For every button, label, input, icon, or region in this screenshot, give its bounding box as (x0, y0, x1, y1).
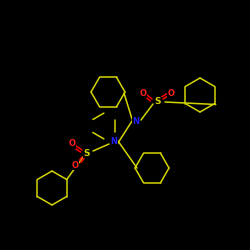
Text: O: O (140, 88, 146, 98)
Text: S: S (84, 148, 90, 158)
Text: O: O (168, 90, 174, 98)
Text: O: O (68, 140, 75, 148)
Text: N: N (110, 138, 117, 146)
Text: S: S (155, 98, 161, 106)
Text: N: N (132, 118, 140, 126)
Text: O: O (72, 160, 78, 170)
